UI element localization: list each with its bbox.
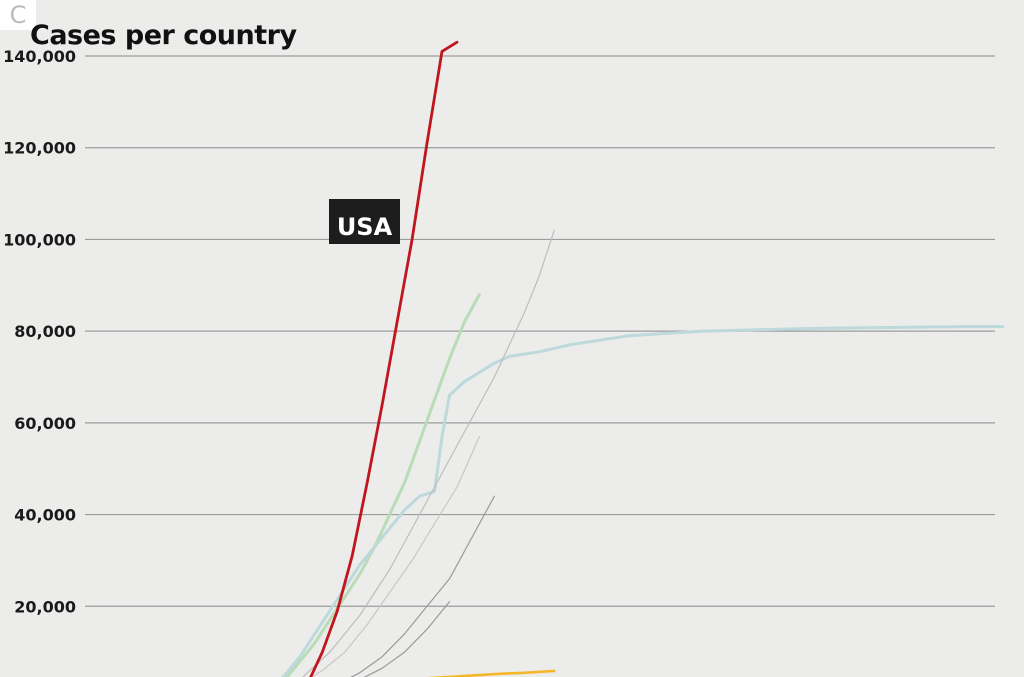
series-line-3 <box>301 229 555 677</box>
series-line-4 <box>310 436 480 677</box>
series-line-1 <box>285 293 481 677</box>
y-tick-label-1: 40,000 <box>14 506 76 525</box>
broadcaster-logo: C <box>0 0 36 30</box>
series-line-6 <box>363 601 451 677</box>
y-tick-label-4: 100,000 <box>3 230 76 249</box>
y-tick-labels: 20,000 40,000 60,000 80,000 100,000 120,000 14… <box>3 47 76 616</box>
series-line-2 <box>280 325 1005 677</box>
chart-title: Cases per country <box>30 20 297 51</box>
y-tick-label-3: 80,000 <box>14 322 76 341</box>
series-lines <box>280 40 1005 677</box>
series-line-7 <box>426 669 556 677</box>
series-line-usa <box>309 40 459 677</box>
usa-series-label: USA <box>329 199 400 244</box>
series-line-5 <box>350 495 495 677</box>
y-tick-label-2: 60,000 <box>14 414 76 433</box>
y-tick-label-0: 20,000 <box>14 597 76 616</box>
y-tick-label-6: 140,000 <box>3 47 76 66</box>
y-tick-label-5: 120,000 <box>3 139 76 158</box>
gridlines <box>85 55 995 607</box>
